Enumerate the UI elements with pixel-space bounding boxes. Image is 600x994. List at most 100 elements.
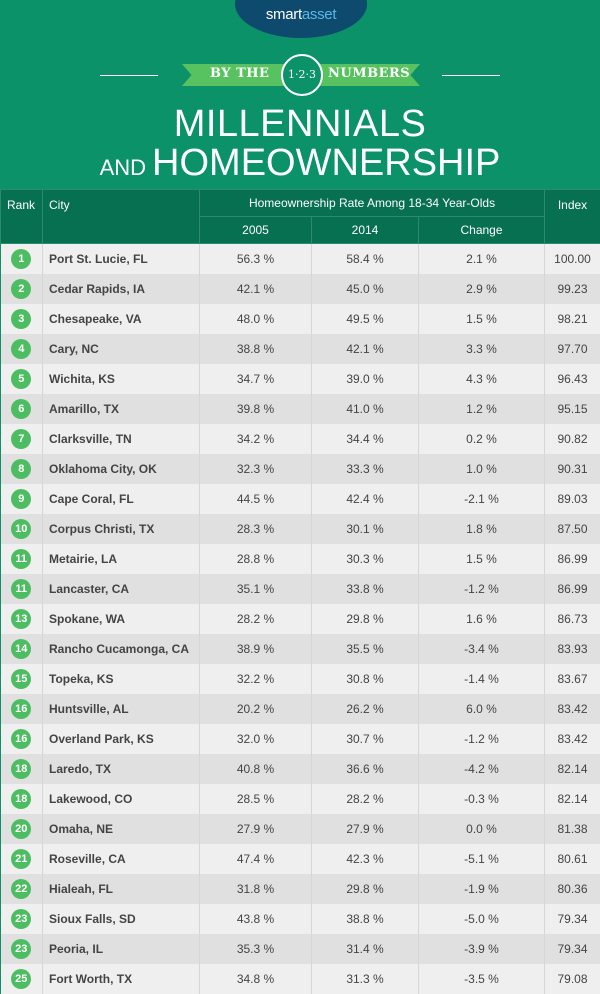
rank-badge: 16 (11, 728, 32, 749)
change-cell: 1.8 % (418, 513, 546, 544)
city-cell: Amarillo, TX (42, 393, 200, 424)
rate-2014-cell: 42.1 % (311, 333, 419, 364)
city-cell: Lancaster, CA (42, 573, 200, 604)
table-row: 10 Corpus Christi, TX 28.3 % 30.1 % 1.8 … (0, 513, 600, 544)
city-cell: Wichita, KS (42, 363, 200, 394)
title-line-1: MILLENNIALS (173, 103, 427, 145)
change-cell: 1.2 % (418, 393, 546, 424)
rank-badge: 14 (11, 638, 32, 659)
city-cell: Topeka, KS (42, 663, 200, 694)
city-cell: Fort Worth, TX (42, 963, 200, 994)
rate-2005-cell: 38.9 % (199, 633, 312, 664)
ribbon-text-left: BY THE (210, 66, 270, 81)
change-cell: 2.1 % (418, 243, 546, 274)
rank-cell: 13 (0, 603, 43, 634)
header-change: Change (417, 216, 546, 244)
rank-badge: 20 (11, 818, 32, 839)
city-cell: Huntsville, AL (42, 693, 200, 724)
index-cell: 81.38 (544, 813, 600, 844)
rate-2014-cell: 38.8 % (311, 903, 419, 934)
rank-badge: 3 (11, 308, 32, 329)
rate-2005-cell: 27.9 % (199, 813, 312, 844)
change-cell: 2.9 % (418, 273, 546, 304)
index-cell: 97.70 (544, 333, 600, 364)
rate-2014-cell: 26.2 % (311, 693, 419, 724)
index-cell: 98.21 (544, 303, 600, 334)
rate-2005-cell: 44.5 % (199, 483, 312, 514)
change-cell: -0.3 % (418, 783, 546, 814)
index-cell: 90.82 (544, 423, 600, 454)
table-row: 20 Omaha, NE 27.9 % 27.9 % 0.0 % 81.38 (0, 813, 600, 844)
rank-cell: 23 (0, 933, 43, 964)
table-row: 23 Peoria, IL 35.3 % 31.4 % -3.9 % 79.34 (0, 933, 600, 964)
smartasset-logo: smartasset (235, 0, 367, 38)
rank-badge: 21 (11, 848, 32, 869)
rank-badge: 23 (11, 938, 32, 959)
index-cell: 82.14 (544, 783, 600, 814)
header-index: Index (544, 189, 600, 244)
index-cell: 80.36 (544, 873, 600, 904)
rank-badge: 18 (11, 788, 32, 809)
divider-line (100, 75, 158, 76)
change-cell: 0.0 % (418, 813, 546, 844)
city-cell: Chesapeake, VA (42, 303, 200, 334)
rankings-table: Rank City Homeownership Rate Among 18-34… (0, 189, 600, 994)
table-row: 2 Cedar Rapids, IA 42.1 % 45.0 % 2.9 % 9… (0, 273, 600, 304)
rate-2014-cell: 29.8 % (311, 873, 419, 904)
index-cell: 86.99 (544, 573, 600, 604)
rate-2014-cell: 30.3 % (311, 543, 419, 574)
rate-2014-cell: 39.0 % (311, 363, 419, 394)
rank-cell: 15 (0, 663, 43, 694)
header-group: Homeownership Rate Among 18-34 Year-Olds (198, 189, 546, 217)
rank-badge: 1 (11, 248, 32, 269)
rate-2005-cell: 43.8 % (199, 903, 312, 934)
index-cell: 79.34 (544, 903, 600, 934)
rate-2005-cell: 56.3 % (199, 243, 312, 274)
rate-2014-cell: 30.1 % (311, 513, 419, 544)
rate-2014-cell: 31.4 % (311, 933, 419, 964)
city-cell: Port St. Lucie, FL (42, 243, 200, 274)
rank-badge: 25 (11, 968, 32, 989)
city-cell: Sioux Falls, SD (42, 903, 200, 934)
change-cell: 3.3 % (418, 333, 546, 364)
header-rank: Rank (0, 189, 43, 244)
rate-2014-cell: 49.5 % (311, 303, 419, 334)
index-cell: 99.23 (544, 273, 600, 304)
rank-badge: 18 (11, 758, 32, 779)
city-cell: Metairie, LA (42, 543, 200, 574)
rank-badge: 23 (11, 908, 32, 929)
table-row: 23 Sioux Falls, SD 43.8 % 38.8 % -5.0 % … (0, 903, 600, 934)
table-row: 15 Topeka, KS 32.2 % 30.8 % -1.4 % 83.67 (0, 663, 600, 694)
table-row: 25 Fort Worth, TX 34.8 % 31.3 % -3.5 % 7… (0, 963, 600, 994)
table-row: 5 Wichita, KS 34.7 % 39.0 % 4.3 % 96.43 (0, 363, 600, 394)
rank-badge: 6 (11, 398, 32, 419)
table-row: 8 Oklahoma City, OK 32.3 % 33.3 % 1.0 % … (0, 453, 600, 484)
change-cell: 6.0 % (418, 693, 546, 724)
city-cell: Clarksville, TN (42, 423, 200, 454)
table-row: 9 Cape Coral, FL 44.5 % 42.4 % -2.1 % 89… (0, 483, 600, 514)
divider-line (442, 75, 500, 76)
rate-2005-cell: 28.3 % (199, 513, 312, 544)
rate-2005-cell: 28.2 % (199, 603, 312, 634)
index-cell: 79.08 (544, 963, 600, 994)
rate-2014-cell: 31.3 % (311, 963, 419, 994)
city-cell: Laredo, TX (42, 753, 200, 784)
rate-2005-cell: 31.8 % (199, 873, 312, 904)
table-row: 7 Clarksville, TN 34.2 % 34.4 % 0.2 % 90… (0, 423, 600, 454)
change-cell: -5.0 % (418, 903, 546, 934)
change-cell: 1.5 % (418, 543, 546, 574)
rank-badge: 11 (11, 548, 32, 569)
index-cell: 82.14 (544, 753, 600, 784)
rank-cell: 18 (0, 753, 43, 784)
rank-cell: 20 (0, 813, 43, 844)
change-cell: -2.1 % (418, 483, 546, 514)
rate-2014-cell: 28.2 % (311, 783, 419, 814)
table-row: 14 Rancho Cucamonga, CA 38.9 % 35.5 % -3… (0, 633, 600, 664)
ribbon-text-right: NUMBERS (328, 66, 411, 81)
rank-cell: 25 (0, 963, 43, 994)
table-row: 16 Overland Park, KS 32.0 % 30.7 % -1.2 … (0, 723, 600, 754)
rank-badge: 16 (11, 698, 32, 719)
rate-2014-cell: 58.4 % (311, 243, 419, 274)
rate-2014-cell: 30.7 % (311, 723, 419, 754)
rate-2014-cell: 34.4 % (311, 423, 419, 454)
